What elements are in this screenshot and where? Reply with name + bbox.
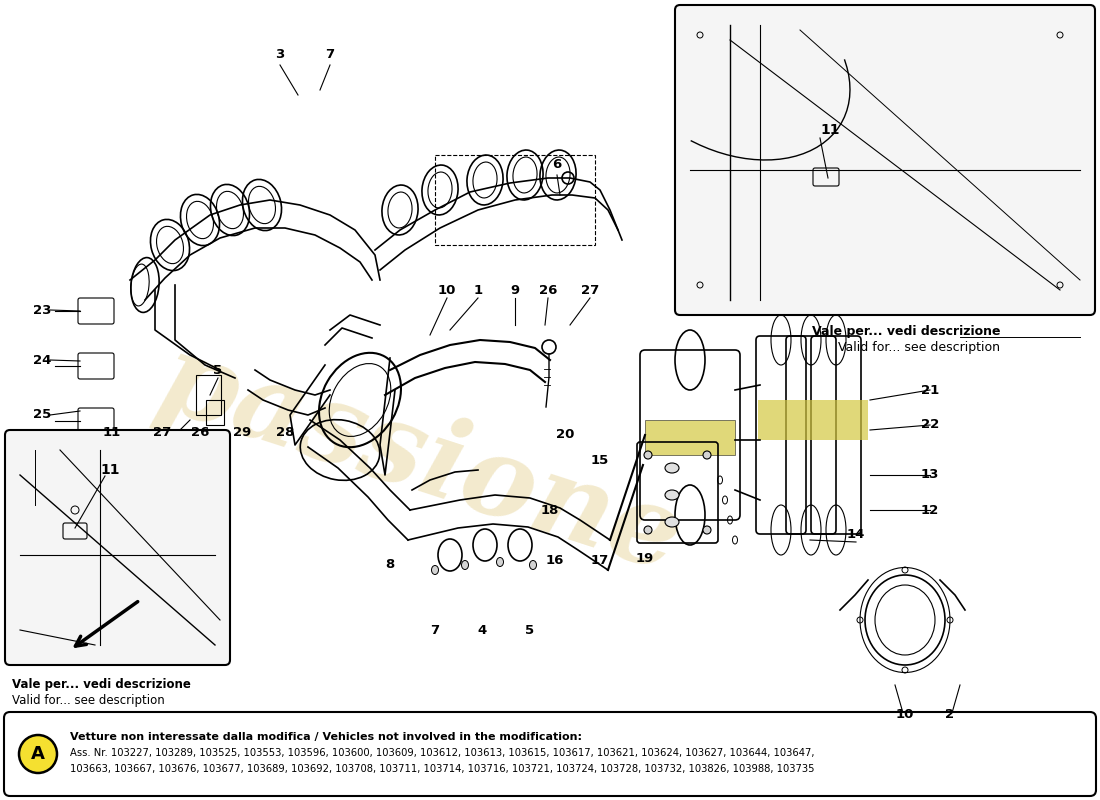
- FancyBboxPatch shape: [675, 5, 1094, 315]
- Text: 2: 2: [945, 709, 955, 722]
- Text: Vetture non interessate dalla modifica / Vehicles not involved in the modificati: Vetture non interessate dalla modifica /…: [70, 732, 582, 742]
- Ellipse shape: [431, 566, 439, 574]
- Text: 4: 4: [477, 623, 486, 637]
- FancyBboxPatch shape: [4, 712, 1096, 796]
- Text: Valid for... see description: Valid for... see description: [12, 694, 165, 707]
- Text: 29: 29: [233, 426, 251, 438]
- Text: 27: 27: [153, 426, 172, 438]
- Text: 1: 1: [473, 283, 483, 297]
- Text: Valid for... see description: Valid for... see description: [838, 341, 1000, 354]
- Bar: [434, 155, 595, 245]
- Text: 27: 27: [581, 283, 600, 297]
- Text: 16: 16: [546, 554, 564, 566]
- Text: 11: 11: [103, 426, 121, 438]
- Text: 10: 10: [895, 709, 914, 722]
- Text: 5: 5: [213, 363, 222, 377]
- Ellipse shape: [703, 451, 711, 459]
- Text: 13: 13: [921, 469, 939, 482]
- Ellipse shape: [666, 463, 679, 473]
- Text: 25: 25: [33, 409, 51, 422]
- Bar: [206, 400, 224, 425]
- FancyBboxPatch shape: [758, 400, 868, 440]
- Text: 7: 7: [430, 623, 440, 637]
- Text: passione: passione: [145, 325, 695, 595]
- Text: 10: 10: [438, 283, 456, 297]
- Ellipse shape: [703, 526, 711, 534]
- Ellipse shape: [644, 451, 652, 459]
- FancyBboxPatch shape: [645, 420, 735, 455]
- Ellipse shape: [19, 735, 57, 773]
- Text: 22: 22: [921, 418, 939, 431]
- Text: 11: 11: [100, 463, 120, 477]
- Text: 9: 9: [510, 283, 519, 297]
- Text: 11: 11: [821, 123, 839, 137]
- Text: 6: 6: [552, 158, 562, 171]
- Ellipse shape: [496, 558, 504, 566]
- Ellipse shape: [529, 561, 537, 570]
- FancyBboxPatch shape: [6, 430, 230, 665]
- Text: Vale per... vedi descrizione: Vale per... vedi descrizione: [812, 325, 1000, 338]
- Ellipse shape: [462, 561, 469, 570]
- Ellipse shape: [666, 517, 679, 527]
- Ellipse shape: [666, 490, 679, 500]
- Text: 20: 20: [556, 429, 574, 442]
- Text: 12: 12: [921, 503, 939, 517]
- Text: 28: 28: [276, 426, 294, 438]
- Text: 14: 14: [847, 529, 866, 542]
- Text: 7: 7: [326, 49, 334, 62]
- Text: 18: 18: [541, 503, 559, 517]
- Text: 17: 17: [591, 554, 609, 566]
- Text: 8: 8: [385, 558, 395, 571]
- Text: Ass. Nr. 103227, 103289, 103525, 103553, 103596, 103600, 103609, 103612, 103613,: Ass. Nr. 103227, 103289, 103525, 103553,…: [70, 748, 814, 758]
- Text: 15: 15: [591, 454, 609, 466]
- Text: 19: 19: [636, 551, 654, 565]
- Text: 103663, 103667, 103676, 103677, 103689, 103692, 103708, 103711, 103714, 103716, : 103663, 103667, 103676, 103677, 103689, …: [70, 764, 814, 774]
- Text: 26: 26: [539, 283, 558, 297]
- Text: 3: 3: [275, 49, 285, 62]
- Ellipse shape: [644, 526, 652, 534]
- Text: 5: 5: [526, 623, 535, 637]
- Text: 24: 24: [33, 354, 52, 366]
- Text: 21: 21: [921, 383, 939, 397]
- Bar: [196, 375, 221, 415]
- Text: 23: 23: [33, 303, 52, 317]
- Text: A: A: [31, 745, 45, 763]
- Text: Vale per... vedi descrizione: Vale per... vedi descrizione: [12, 678, 191, 691]
- Text: 26: 26: [190, 426, 209, 438]
